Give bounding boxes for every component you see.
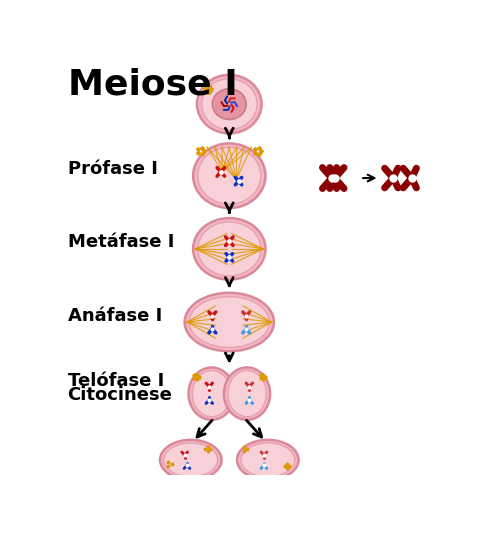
Ellipse shape — [190, 296, 270, 348]
Ellipse shape — [198, 222, 261, 276]
Ellipse shape — [212, 89, 246, 120]
Ellipse shape — [192, 371, 231, 417]
Ellipse shape — [228, 371, 266, 417]
Ellipse shape — [193, 218, 266, 280]
Text: Anáfase I: Anáfase I — [68, 307, 162, 325]
Ellipse shape — [164, 443, 218, 477]
Text: Telófase I: Telófase I — [68, 372, 164, 390]
Ellipse shape — [193, 144, 266, 208]
Ellipse shape — [197, 75, 262, 134]
Text: Prófase I: Prófase I — [68, 160, 158, 178]
Text: Citocinese: Citocinese — [68, 386, 172, 404]
Ellipse shape — [202, 78, 257, 130]
Ellipse shape — [188, 367, 234, 420]
Ellipse shape — [241, 443, 295, 477]
Ellipse shape — [184, 293, 274, 351]
Text: Metáfase I: Metáfase I — [68, 233, 174, 252]
Ellipse shape — [237, 440, 298, 480]
Text: Meiose I: Meiose I — [68, 68, 237, 102]
Ellipse shape — [224, 367, 270, 420]
Ellipse shape — [160, 440, 222, 480]
Ellipse shape — [198, 147, 261, 204]
